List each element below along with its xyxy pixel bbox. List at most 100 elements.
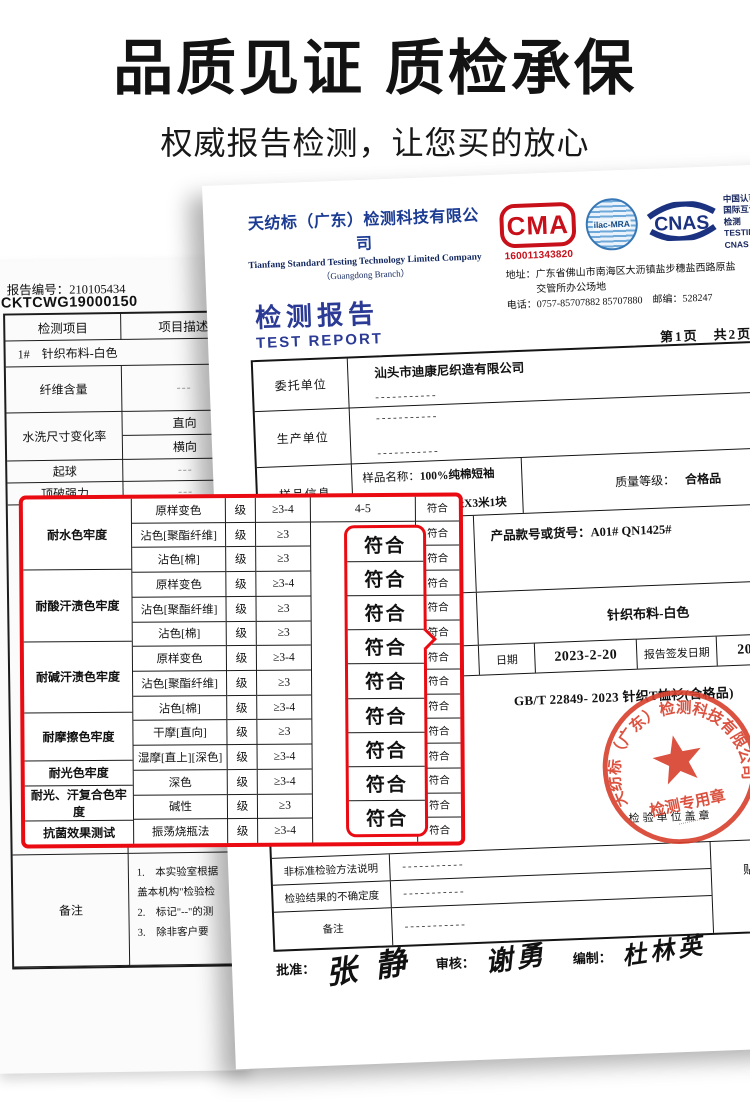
test-row-unit: 级: [226, 621, 256, 647]
callout-pass-cell: 符合: [348, 766, 425, 802]
cnas-logo-icon: CNAS: [643, 200, 721, 247]
test-row-requirement: ≥3-4: [257, 695, 312, 721]
stamp-star-icon: [652, 735, 701, 785]
cma-number: 160011343820: [504, 248, 574, 263]
page-subtitle: 权威报告检测，让您买的放心: [160, 125, 590, 161]
stamp-sub-text: 检测专用章: [648, 785, 727, 820]
result-unit-column: 级级级级级级级级级级级级级级: [224, 497, 258, 844]
company-seal-stamp-icon: 天纺标（广东）检测科技有限公司 检测专用章 ∙∙∙∙∙∙∙∙∙∙∙∙∙: [590, 683, 750, 845]
remark-note-line: 1. 本实验室根据: [136, 866, 219, 879]
remark-note-line: 2. 标记"--"的测: [137, 906, 214, 919]
test-date-label-partial: 日期: [478, 643, 536, 675]
test-row-unit: 级: [227, 745, 257, 771]
test-group-name: 耐光色牢度: [24, 760, 133, 787]
approve-label: 批准：: [275, 961, 316, 978]
footer-label-uncertainty: 检验结果的不确定度: [272, 881, 392, 912]
conclusion-pass-cell: 符合: [415, 496, 459, 522]
cma-mark-icon: CMA: [498, 201, 577, 249]
callout-pass-cell: 符合: [347, 527, 424, 563]
ilac-mra-label: ilac-MRA: [592, 218, 632, 231]
accreditation-line: 国际互认: [723, 204, 750, 216]
test-row-desc: 湿摩[直上][深色]: [133, 745, 227, 771]
producer-label: 生产单位: [254, 408, 352, 468]
test-item-fiber: 纤维含量: [5, 365, 123, 414]
test-row-requirement: ≥3-4: [256, 645, 312, 671]
test-row-requirement: ≥3: [256, 546, 311, 573]
test-row-unit: 级: [225, 522, 256, 548]
test-row-requirement: ≥3: [255, 522, 311, 548]
result-requirement-column: ≥3-4 ≥3 ≥3 ≥3-4 ≥3 ≥3 ≥3-4 ≥3 ≥3-4 ≥3 ≥3-4 ≥3-4 ≥3 ≥3…: [254, 497, 313, 843]
report-code: CKTCWG19000150: [0, 293, 138, 312]
test-row-unit: 级: [226, 646, 257, 672]
test-row-desc: 原样变色: [131, 498, 225, 524]
test-group-name: 耐碱汗渍色牢度: [23, 641, 133, 714]
result-group-column: 耐水色牢度 耐酸汗渍色牢度 耐碱汗渍色牢度 耐摩擦色牢度 耐光色牢度 耐光、汗复合色牢度抗…: [22, 498, 134, 845]
test-item-pilling: 起球: [7, 459, 124, 484]
test-row-desc: 原样变色: [132, 646, 227, 672]
test-row-unit: 级: [226, 572, 256, 597]
stamp-ring-text: 天纺标（广东）检测科技有限公司: [590, 683, 750, 811]
test-row-unit: 级: [227, 695, 257, 721]
lab-identity-block: 天纺标（广东）检测科技有限公司 Tianfang Standard Testin…: [241, 201, 490, 352]
test-row-unit: 级: [225, 497, 255, 523]
cnas-label: CNAS: [654, 212, 710, 236]
test-group-name: 耐摩擦色牢度: [24, 712, 133, 762]
callout-pass-cell: 符合: [348, 732, 425, 768]
remark-note-line: 盖本机构"检验检: [137, 886, 216, 899]
report-info-table: 委托单位 汕头市迪康尼织造有限公司 ----------- 生产单位 -----…: [250, 338, 750, 952]
test-group-name: 耐水色牢度: [22, 498, 132, 571]
test-row-requirement: ≥3: [257, 670, 312, 696]
col-header-test-item: 检测项目: [5, 313, 122, 342]
first-result-value: 4-5: [310, 496, 415, 523]
lab-name-cn: 天纺标（广东）检测科技有限公司: [247, 207, 480, 254]
test-row-desc: 沾色[棉]: [132, 621, 226, 648]
test-row-desc: 沾色[聚酯纤维]: [133, 671, 227, 697]
test-row-desc: 振荡烧瓶法: [151, 826, 210, 839]
consigner-label: 委托单位: [252, 358, 350, 412]
review-signature: 谢勇: [483, 939, 549, 979]
stamp-code-dots: ∙∙∙∙∙∙∙∙∙∙∙∙∙: [678, 814, 706, 828]
svg-text:天纺标（广东）检测科技有限公司: 天纺标（广东）检测科技有限公司: [590, 683, 750, 811]
cma-logo: CMA 160011343820: [498, 201, 577, 263]
callout-pass-cell: 符合: [348, 698, 425, 733]
test-row-requirement: ≥3-4: [257, 769, 312, 795]
test-row-desc: 沾色[聚酯纤维]: [132, 596, 226, 623]
grade-line: 质量等级： 合格品: [614, 471, 722, 490]
ilac-mra-logo-icon: ilac-MRA: [584, 197, 639, 252]
accreditation-line: TESTING: [724, 226, 750, 239]
test-row-requirement: ≥3-4: [255, 497, 310, 523]
product-number-line: 产品款号或货号：A01# QN1425#: [490, 522, 672, 544]
page-title: 品质见证 质检承保: [113, 35, 637, 102]
accreditation-line: CNAS L9: [724, 238, 750, 250]
callout-pass-cell: 符合: [347, 595, 424, 631]
test-row-unit: 级: [226, 547, 256, 573]
test-date-value: 2023-2-20: [534, 639, 638, 673]
remark-label: 备注: [12, 853, 131, 968]
test-report-document: 天纺标（广东）检测科技有限公司 Tianfang Standard Testin…: [202, 162, 750, 1070]
test-row-requirement: ≥3: [256, 596, 311, 622]
remark-note-line: 3. 除非客户要: [137, 926, 209, 939]
accreditation-line: 检测: [723, 216, 741, 227]
review-label: 审核：: [435, 955, 476, 972]
test-row-desc: 沾色[棉]: [132, 547, 226, 573]
test-row-desc: 沾色[聚酯纤维]: [131, 522, 226, 549]
paste-sample-cell: 贴 样: [709, 837, 750, 933]
test-row-unit: 级: [227, 720, 257, 746]
accreditation-line: 中国认可: [722, 192, 750, 205]
prepare-signature: 杜林英: [620, 929, 708, 971]
consigner-value: 汕头市迪康尼织造有限公司: [374, 360, 525, 381]
lab-contact-block: 地址：广东省佛山市南海区大沥镇盐步穗盐西路原盐 交管所办公场地 电话：0757-…: [505, 259, 750, 314]
test-row-desc: 原样变色: [132, 572, 226, 598]
highlighted-results-table: 耐水色牢度 耐酸汗渍色牢度 耐碱汗渍色牢度 耐摩擦色牢度 耐光色牢度 耐光、汗复合色牢度抗…: [18, 492, 466, 849]
test-row-desc: 碱性: [133, 794, 228, 821]
test-row-requirement: ≥3-4: [257, 744, 312, 770]
test-row-requirement: ≥3: [257, 719, 312, 746]
test-row-unit: 级: [227, 769, 257, 795]
test-group-name: 耐酸汗渍色牢度: [23, 570, 132, 643]
callout-pass-cell: 符合: [347, 664, 425, 699]
test-row-desc: 沾色[棉]: [133, 695, 227, 722]
result-desc-column: 原样变色 沾色[聚酯纤维] 沾色[棉] 原样变色 沾色[聚酯纤维] 沾色[棉] 原样变色 沾色…: [130, 498, 228, 844]
test-row-unit: 级: [227, 794, 258, 820]
